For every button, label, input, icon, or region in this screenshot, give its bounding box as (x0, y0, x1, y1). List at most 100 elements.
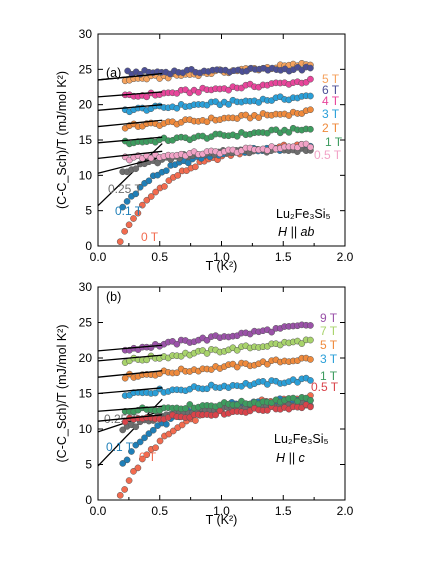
fit-line (97, 414, 163, 422)
data-point (128, 448, 135, 455)
data-point (203, 118, 211, 126)
data-point (203, 385, 211, 393)
panel-label: (a) (106, 66, 121, 80)
series-label: 0.1 T (115, 204, 143, 218)
y-tick-label: 10 (79, 168, 93, 182)
y-tick-label: 5 (85, 458, 92, 472)
y-tick-label: 0 (85, 239, 92, 253)
data-point (134, 209, 142, 217)
data-point (174, 172, 182, 179)
series-0p5-T (97, 140, 314, 164)
y-tick-label: 5 (85, 204, 92, 218)
fit-line (97, 143, 163, 207)
series-5-T (97, 354, 314, 382)
data-point (173, 340, 181, 348)
data-point (203, 350, 211, 357)
data-point (152, 444, 159, 452)
compound-annotation: Lu₂Fe₃Si₅ (276, 207, 331, 221)
data-point (307, 397, 314, 404)
data-point (233, 346, 241, 354)
x-tick-label: 1.5 (275, 504, 292, 518)
data-point (149, 426, 157, 434)
data-point (195, 89, 202, 96)
data-point (143, 451, 151, 459)
x-tick-label: 2.0 (337, 504, 354, 518)
x-tick-label: 1.0 (213, 250, 230, 264)
series-6-T (97, 63, 314, 81)
series-3-T (97, 92, 314, 116)
data-point (119, 426, 127, 434)
y-tick-label: 20 (79, 351, 93, 365)
data-point (263, 360, 271, 368)
data-point (130, 215, 137, 222)
data-point (139, 455, 146, 463)
series-label: 0.5 T (314, 148, 342, 162)
data-point (178, 421, 186, 429)
data-point (152, 188, 159, 196)
y-tick-label: 20 (79, 98, 93, 112)
data-point (233, 401, 241, 409)
data-point (307, 75, 314, 83)
series-9-T (97, 321, 314, 354)
x-tick-label: 0.0 (90, 250, 107, 264)
field-annotation: H || ab (278, 225, 314, 239)
data-point (132, 190, 140, 198)
fit-line (97, 91, 163, 98)
data-point (123, 198, 131, 205)
data-point (255, 114, 263, 122)
series-3-T (97, 374, 314, 399)
y-tick-label: 0 (85, 493, 92, 507)
panel-label: (b) (106, 290, 121, 304)
data-point (151, 389, 159, 397)
series-label: 1 T (320, 369, 338, 383)
data-point (116, 492, 124, 499)
data-point (173, 104, 181, 112)
data-point (147, 193, 155, 200)
compound-annotation: Lu₂Fe₃Si₅ (274, 432, 329, 446)
data-point (307, 92, 314, 100)
data-point (116, 238, 124, 246)
fit-line (97, 136, 163, 144)
data-point (307, 356, 314, 363)
data-point (163, 167, 170, 175)
data-point (139, 201, 146, 209)
y-tick-label: 30 (79, 27, 93, 41)
data-point (307, 64, 314, 72)
series-label: 3 T (322, 107, 340, 121)
data-point (132, 423, 140, 431)
data-point (285, 129, 293, 136)
fit-line (97, 104, 163, 111)
data-point (263, 147, 271, 154)
data-point (130, 468, 137, 475)
data-point (307, 322, 314, 329)
y-tick-label: 30 (79, 280, 93, 294)
data-point (169, 427, 177, 435)
series-0p5-T (97, 401, 314, 426)
data-point (136, 183, 144, 191)
data-point (294, 378, 301, 386)
fit-line (97, 387, 163, 395)
data-point (298, 340, 306, 347)
series-2-T (97, 106, 314, 132)
data-point (192, 417, 199, 424)
x-tick-label: 0.0 (90, 504, 107, 518)
data-point (132, 165, 140, 173)
data-point (119, 460, 127, 467)
fit-line (97, 119, 163, 128)
data-point (233, 363, 241, 371)
data-point (134, 464, 142, 472)
data-point (225, 101, 232, 108)
data-point (123, 456, 131, 464)
series-1-T (97, 124, 314, 148)
data-point (307, 125, 314, 133)
series-label: 0.5 T (311, 380, 339, 394)
data-point (125, 477, 133, 484)
fit-line (97, 72, 163, 81)
data-point (233, 132, 241, 140)
y-axis-title: (C-C_Sch)/T (mJ/mol K²) (55, 71, 69, 209)
y-axis-title: (C-C_Sch)/T (mJ/mol K²) (55, 325, 69, 463)
y-tick-label: 25 (79, 62, 93, 76)
x-tick-label: 0.5 (151, 504, 168, 518)
data-point (212, 411, 219, 419)
